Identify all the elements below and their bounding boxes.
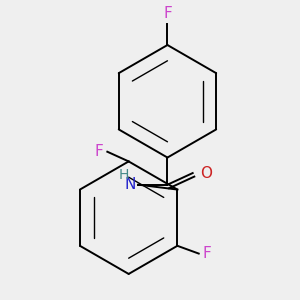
Text: N: N bbox=[124, 177, 136, 192]
Text: O: O bbox=[200, 166, 212, 181]
Text: F: F bbox=[163, 6, 172, 21]
Text: F: F bbox=[202, 246, 211, 261]
Text: H: H bbox=[118, 168, 129, 182]
Text: F: F bbox=[95, 144, 103, 159]
